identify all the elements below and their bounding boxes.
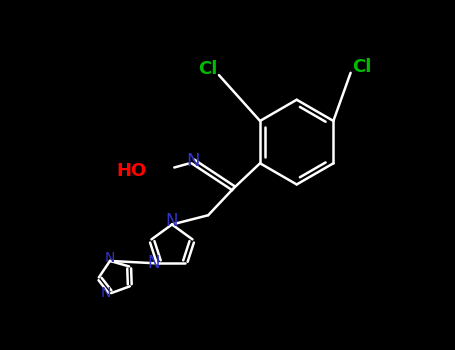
Text: N: N <box>101 286 111 300</box>
Text: N: N <box>147 254 159 273</box>
Text: Cl: Cl <box>353 58 372 76</box>
Text: N: N <box>166 212 178 230</box>
Text: N: N <box>186 152 199 170</box>
Text: Cl: Cl <box>198 60 218 78</box>
Text: HO: HO <box>116 162 147 180</box>
Text: N: N <box>105 251 115 265</box>
